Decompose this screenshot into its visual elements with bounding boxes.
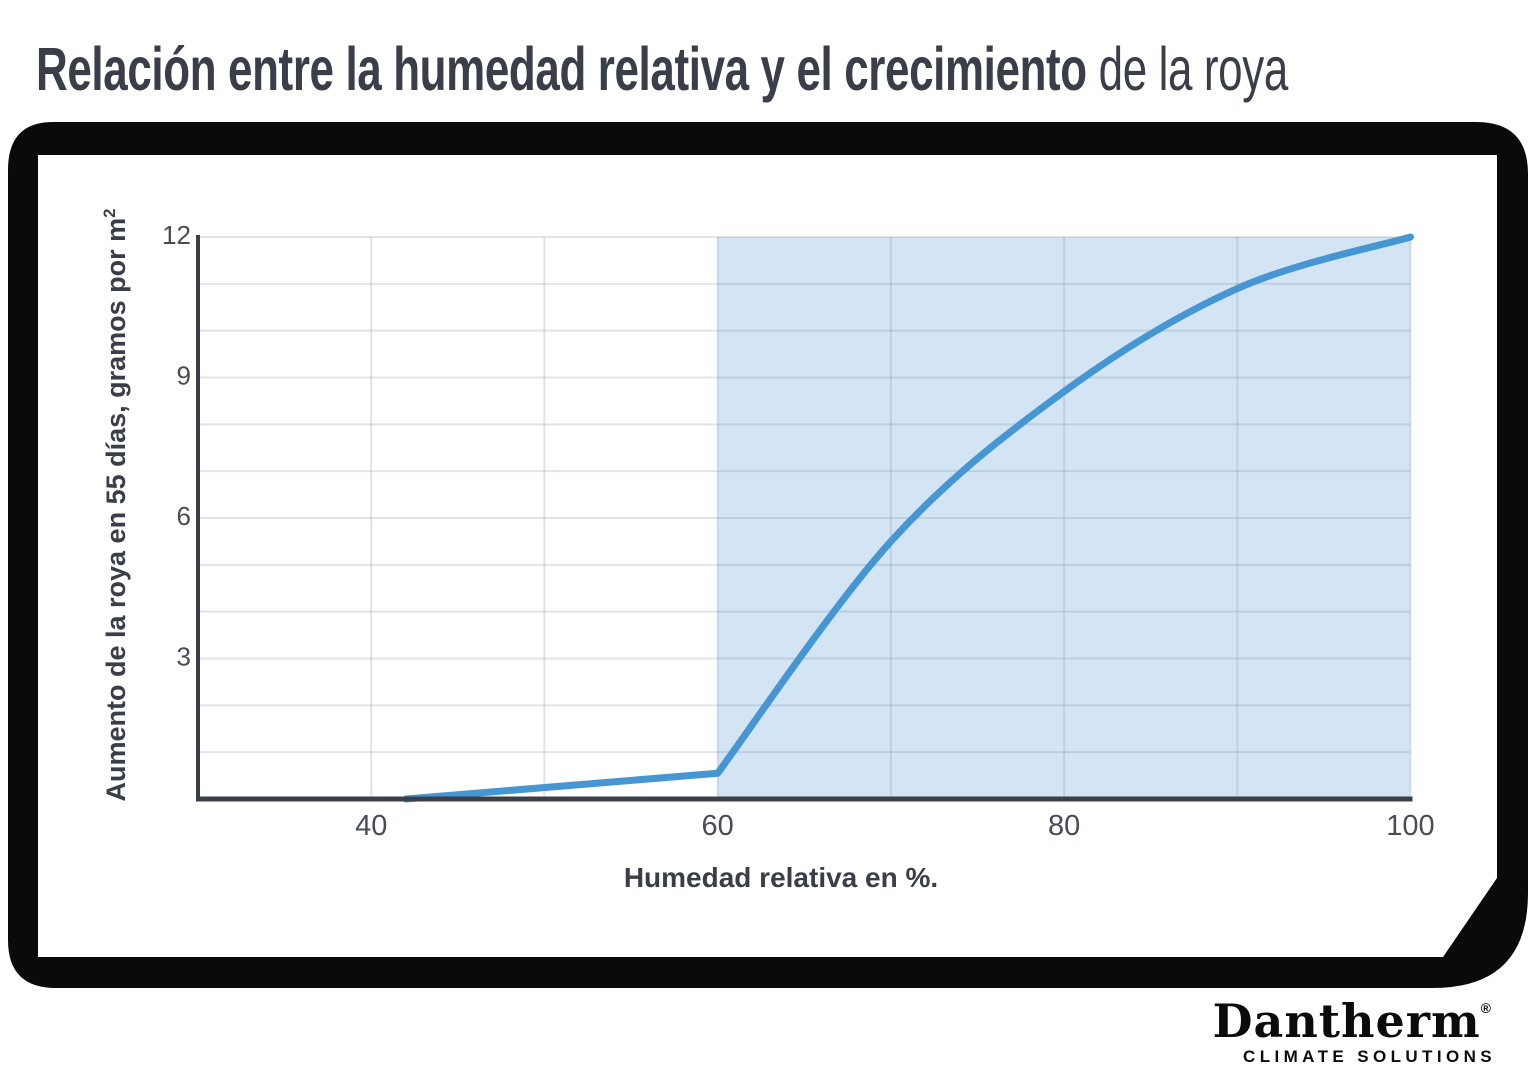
brand-logo: Dantherm® CLIMATE SOLUTIONS (1213, 998, 1492, 1067)
humidity-growth-curve (402, 233, 1414, 803)
y-tick-label: 9 (177, 361, 191, 391)
x-tick-label: 40 (355, 810, 387, 842)
y-tick-label: 12 (162, 220, 191, 250)
shaded-region (717, 237, 1411, 799)
x-axis-title: Humedad relativa en %. (623, 862, 939, 893)
brand-name: Dantherm® (1213, 998, 1492, 1044)
page-title-regular: de la roya (1086, 35, 1289, 103)
y-axis-title-superscript: 2 (100, 208, 119, 218)
y-axis-title: Aumento de la roya en 55 días, gramos po… (100, 195, 132, 815)
x-tick-label: 80 (1048, 810, 1080, 842)
registered-mark-icon: ® (1480, 1000, 1492, 1016)
page-title-bold: Relación entre la humedad relativa y el … (36, 35, 1087, 103)
brand-name-text: Dantherm (1212, 994, 1481, 1048)
y-axis-title-text: Aumento de la roya en 55 días, gramos po… (101, 217, 131, 802)
y-tick-label: 6 (177, 501, 191, 531)
y-tick-label: 3 (177, 642, 191, 672)
x-tick-label: 60 (702, 810, 734, 842)
x-tick-label: 100 (1386, 810, 1434, 842)
chart-plot-area: 40 60 80 100 3 6 9 12 (162, 220, 1435, 842)
page-title: Relación entre la humedad relativa y el … (36, 34, 1288, 104)
brand-tagline: CLIMATE SOLUTIONS (1243, 1047, 1496, 1066)
